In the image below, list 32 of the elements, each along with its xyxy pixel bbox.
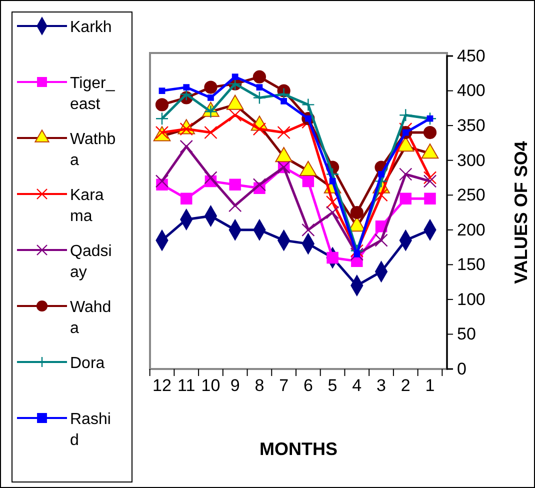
y-tick-label: 50 [457,324,476,344]
x-tick-label: 2 [400,376,410,396]
x-tick-label: 8 [254,376,264,396]
legend-label: Rashid [70,411,111,449]
x-tick-label: 10 [201,376,220,396]
y-tick-label: 300 [457,150,486,170]
y-tick-label: 400 [457,81,486,100]
x-tick-label: 11 [178,376,196,396]
x-tick-label: 9 [230,376,240,396]
y-tick-label: 150 [457,255,486,274]
y-tick-label: 350 [457,116,486,135]
x-tick-label: 4 [352,376,362,396]
x-tick-label: 3 [376,376,386,396]
x-axis-title: MONTHS [260,439,338,459]
x-tick-label: 6 [303,376,313,396]
legend-label: Wathba [70,131,116,169]
y-tick-label: 450 [457,46,486,66]
y-tick-label: 100 [457,290,486,309]
x-tick-label: 1 [425,376,435,396]
legend-label: Karkh [70,19,112,36]
y-axis-title: VALUES OF SO4 [511,141,531,284]
x-tick-label: 5 [328,376,338,396]
legend-label: Wahda [70,299,112,337]
legend-label: Tiger_east [70,75,116,113]
legend-label: Karama [70,187,104,225]
x-tick-label: 7 [279,376,289,396]
y-tick-label: 200 [457,220,486,240]
y-tick-label: 250 [457,186,486,205]
x-tick-label: 12 [152,376,172,396]
legend-label: Dora [70,355,105,372]
legend-label: Qadsiay [70,243,112,281]
y-tick-label: 0 [457,359,466,378]
